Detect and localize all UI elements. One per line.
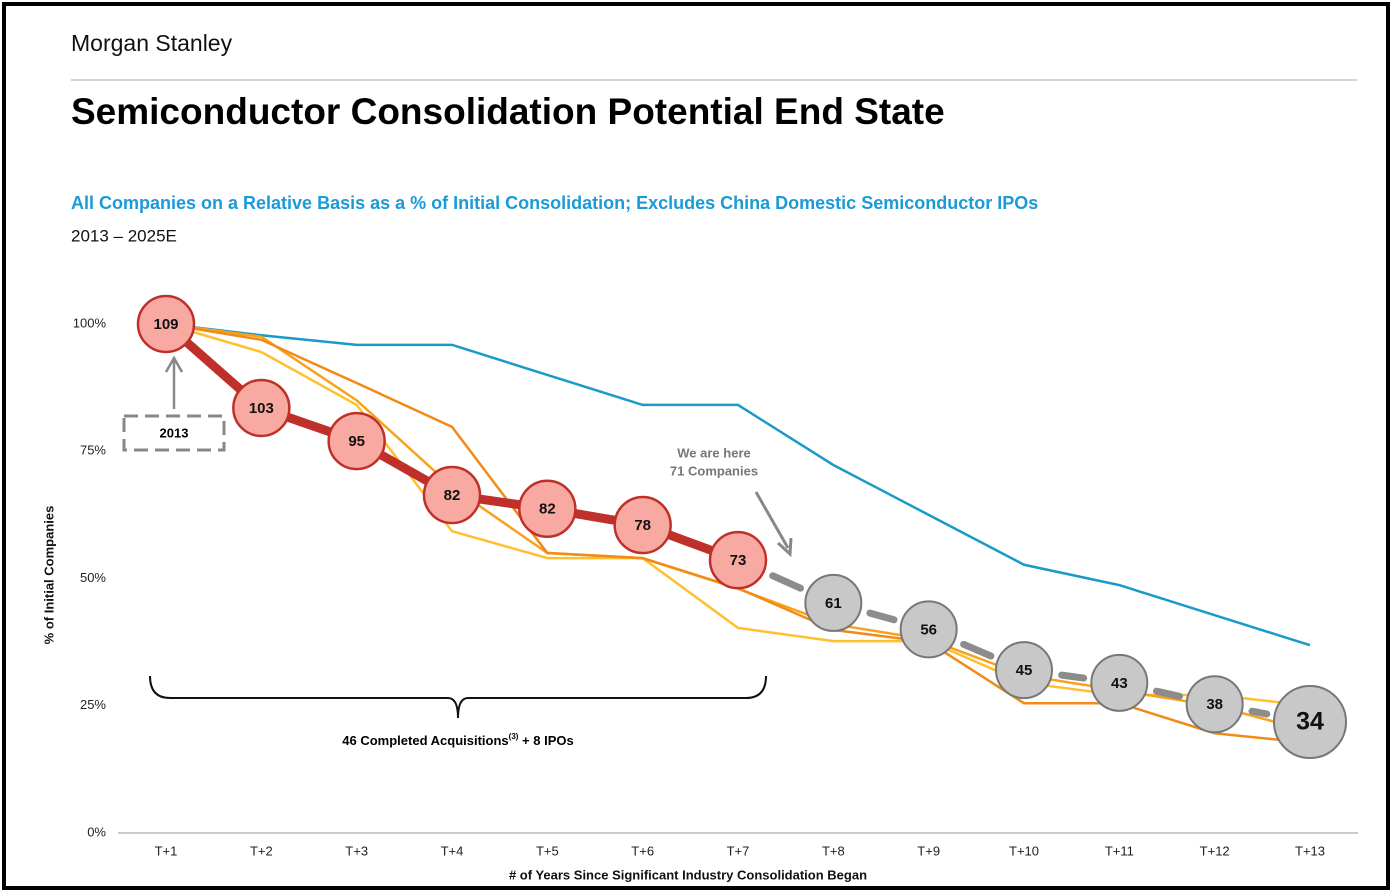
company-count: 45 — [1016, 662, 1033, 679]
x-tick-label: T+13 — [1295, 843, 1325, 858]
x-tick-label: T+2 — [250, 843, 273, 858]
company-count-marker — [1090, 653, 1149, 712]
company-count-marker — [1273, 685, 1347, 760]
brace — [149, 675, 767, 719]
y-tick-label: 25% — [80, 697, 106, 712]
company-count-marker — [804, 573, 863, 632]
company-count-marker — [327, 411, 386, 471]
company-count: 43 — [1111, 675, 1128, 692]
company-count: 82 — [539, 501, 556, 518]
y-tick-label: 100% — [73, 315, 107, 330]
x-tick-label: T+4 — [441, 843, 464, 858]
y-tick-label: 0% — [87, 824, 106, 839]
company-count: 38 — [1206, 696, 1223, 713]
x-tick-label: T+9 — [917, 843, 940, 858]
company-count-marker — [422, 465, 482, 525]
company-count-marker — [899, 600, 958, 659]
projection-dash — [1152, 687, 1184, 700]
projection-dash — [866, 609, 898, 624]
company-count: 78 — [634, 517, 651, 534]
x-tick-label: T+12 — [1200, 843, 1230, 858]
company-count-marker — [708, 530, 768, 590]
company-count-marker — [136, 294, 196, 354]
company-count-marker — [1185, 675, 1244, 734]
projection-dash — [960, 640, 995, 660]
x-tick-label: T+3 — [345, 843, 368, 858]
y-axis-label: % of Initial Companies — [41, 506, 56, 645]
brace-label: 46 Completed Acquisitions(3) + 8 IPOs — [342, 732, 573, 748]
here-label: 71 Companies — [670, 463, 758, 478]
start-box — [122, 414, 226, 452]
x-tick-label: T+5 — [536, 843, 559, 858]
here-arrow — [754, 491, 790, 549]
company-count: 95 — [348, 433, 365, 450]
start-arrowhead — [164, 355, 184, 373]
x-tick-label: T+10 — [1009, 843, 1039, 858]
x-tick-label: T+6 — [631, 843, 654, 858]
brace-superscript: (3) — [509, 732, 519, 741]
x-tick-label: T+8 — [822, 843, 845, 858]
projection-dash — [1058, 671, 1088, 682]
company-count-marker — [232, 378, 291, 438]
here-label: We are here — [677, 445, 750, 460]
series-line — [165, 322, 1311, 647]
x-tick-label: T+7 — [727, 843, 750, 858]
company-count: 56 — [920, 621, 937, 638]
annotation-start: 2013 — [122, 355, 226, 452]
company-count-marker — [995, 641, 1053, 700]
company-count: 82 — [444, 487, 461, 504]
company-count: 103 — [249, 400, 274, 417]
brace-text: + 8 IPOs — [518, 733, 573, 748]
chart-title: Semiconductor Consolidation Potential En… — [71, 91, 945, 132]
company-count-marker — [518, 479, 577, 539]
company-count: 34 — [1296, 708, 1324, 736]
company-count: 73 — [730, 552, 747, 569]
brand: Morgan Stanley — [71, 30, 233, 56]
brace-text: 46 Completed Acquisitions — [342, 733, 508, 748]
company-count-marker — [613, 495, 672, 555]
start-label: 2013 — [160, 425, 189, 440]
y-tick-label: 50% — [80, 570, 106, 585]
company-count: 61 — [825, 595, 842, 612]
projection-dash — [769, 572, 804, 592]
annotation-brace: 46 Completed Acquisitions(3) + 8 IPOs — [149, 675, 767, 748]
period: 2013 – 2025E — [71, 226, 177, 245]
x-tick-label: T+1 — [155, 843, 178, 858]
here-arrowhead — [776, 537, 793, 558]
projection-dash — [1248, 707, 1271, 718]
y-tick-label: 75% — [80, 443, 106, 458]
company-count: 109 — [153, 316, 178, 333]
x-axis-label: # of Years Since Significant Industry Co… — [509, 867, 867, 882]
subtitle: All Companies on a Relative Basis as a %… — [71, 193, 1038, 213]
annotation-here: We are here 71 Companies — [670, 445, 793, 558]
x-tick-label: T+11 — [1105, 843, 1134, 858]
